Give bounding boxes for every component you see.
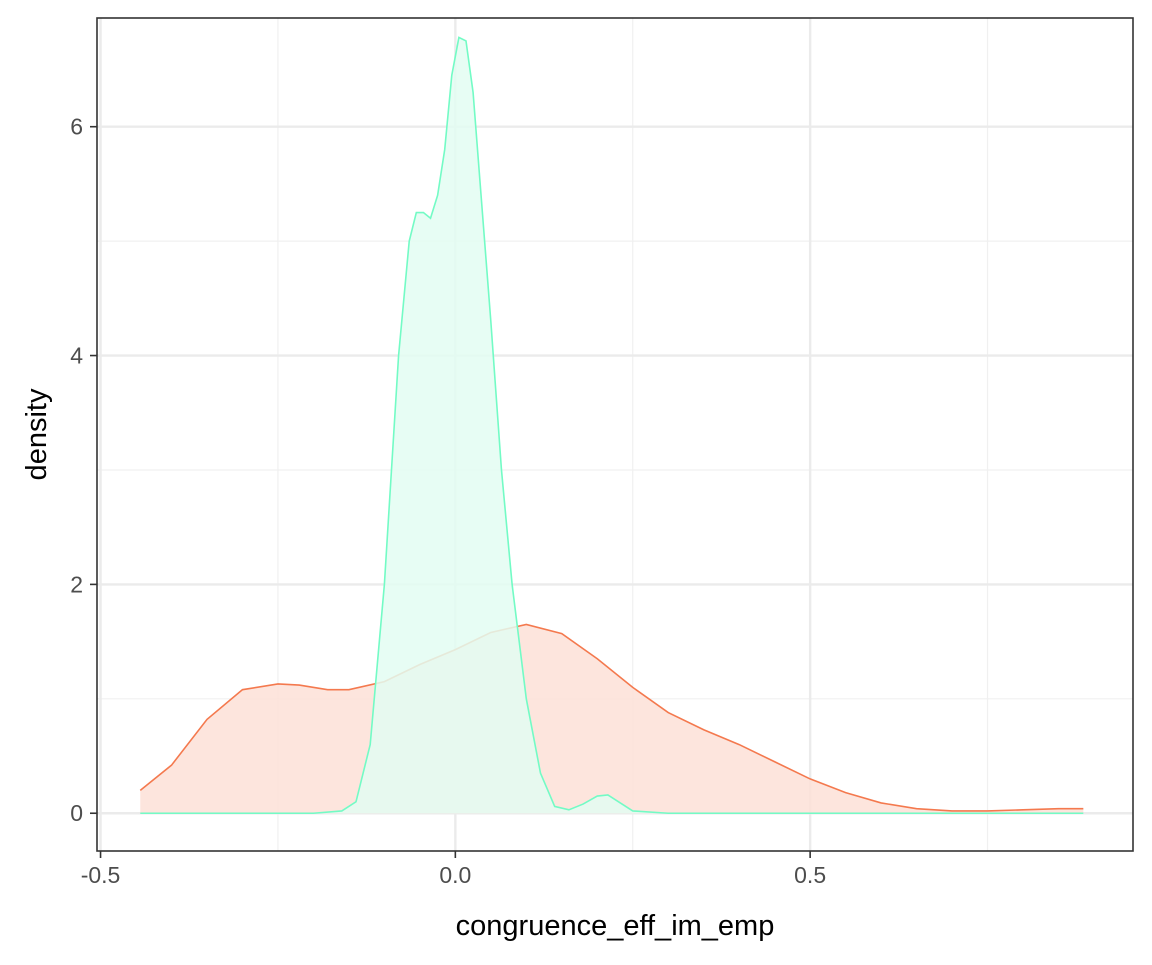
density-curve-2 xyxy=(140,36,1084,815)
axes: -0.5 0.0 0.5 0 2 4 6 xyxy=(70,114,826,888)
x-tick-label: -0.5 xyxy=(81,862,121,888)
y-tick-label: 4 xyxy=(70,343,83,369)
density-curve-1 xyxy=(139,623,1084,812)
x-axis-title: congruence_eff_im_emp xyxy=(456,910,775,942)
panel-border xyxy=(96,17,1134,852)
y-tick-label: 2 xyxy=(70,571,83,597)
y-tick-label: 6 xyxy=(70,114,83,140)
x-tick-label: 0.5 xyxy=(794,862,826,888)
y-tick-label: 0 xyxy=(70,800,83,826)
y-axis-title: density xyxy=(21,388,53,480)
density-areas xyxy=(139,36,1084,815)
x-tick-label: 0.0 xyxy=(439,862,471,888)
